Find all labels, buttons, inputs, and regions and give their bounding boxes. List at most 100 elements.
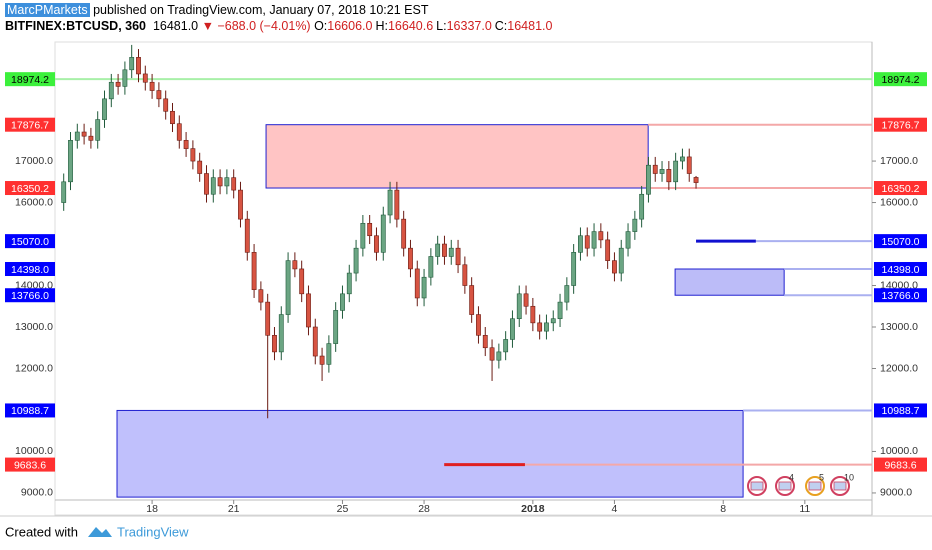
candle-body: [238, 189, 243, 220]
x-tick-label: 2018: [521, 503, 545, 515]
event-flag: [750, 481, 764, 491]
candle-body: [435, 243, 441, 257]
candle-body: [374, 235, 379, 253]
footer-brand[interactable]: TradingView: [117, 524, 189, 539]
level-label: 16350.2: [11, 183, 49, 195]
y-tick-label-left: 17000.0: [15, 155, 53, 167]
candle-body: [102, 98, 107, 120]
candle-body: [401, 218, 407, 249]
candle-body: [197, 160, 203, 174]
candle-body: [578, 235, 583, 253]
candle-body: [666, 169, 672, 183]
level-tag: [5, 181, 55, 196]
candle-body: [88, 135, 94, 141]
candle-body: [571, 252, 577, 286]
y-tick-label: 17000.0: [880, 155, 918, 167]
candle-body: [476, 314, 481, 336]
level-tag: [874, 262, 927, 277]
candle-body: [122, 69, 128, 87]
level-tag: [5, 234, 55, 249]
y-tick-label: 16000.0: [880, 196, 918, 208]
zone: [674, 268, 785, 296]
candle-body: [530, 305, 536, 324]
candle-body: [632, 218, 638, 232]
candle-body: [489, 347, 495, 361]
event-icon: 10: [830, 472, 854, 496]
candle-body: [183, 140, 189, 149]
candle-body: [367, 222, 373, 237]
level-label: 18974.2: [882, 74, 920, 86]
candle-body: [360, 222, 366, 249]
y-tick-label-left: 10000.0: [15, 445, 53, 457]
candle-body: [387, 189, 393, 216]
event-count: 4: [789, 472, 794, 482]
level-tag: [5, 457, 55, 472]
candle-body: [258, 289, 264, 303]
candle-body: [680, 156, 685, 162]
ohlc-value: 16640.6: [387, 19, 434, 33]
candle-body: [61, 181, 67, 203]
x-tick-label: 21: [228, 503, 240, 515]
candle-body: [353, 247, 359, 274]
ohlc-label: O:: [314, 19, 328, 33]
candle-body: [544, 322, 549, 332]
level-label: 14398.0: [882, 264, 920, 276]
candle-body: [652, 164, 658, 174]
candle-body: [496, 351, 502, 361]
candle-body: [68, 140, 73, 183]
candle-body: [550, 318, 556, 324]
published: published on TradingView.com, January 07…: [93, 3, 429, 17]
candle-body: [312, 326, 318, 357]
event-count: 5: [819, 472, 824, 482]
symbol-line: BITFINEX:BTCUSD, 360 16481.0 ▼ −688.0 (−…: [5, 19, 555, 33]
candle-body: [414, 268, 420, 299]
author[interactable]: MarcPMarkets: [5, 3, 90, 17]
publish-line: MarcPMarkets published on TradingView.co…: [5, 3, 428, 17]
candle-body: [448, 247, 454, 257]
candle-body: [156, 90, 162, 100]
y-tick-label-left: 13000.0: [15, 321, 53, 333]
candle-body: [421, 276, 427, 299]
candle-body: [516, 293, 522, 320]
level-tag: [874, 181, 927, 196]
candle-body: [251, 252, 257, 290]
candle-body: [74, 131, 80, 141]
y-tick-label-left: 12000.0: [15, 362, 53, 374]
candle-body: [95, 119, 101, 141]
candle-body: [108, 81, 114, 100]
ohlc-label: C:: [494, 19, 508, 33]
zone: [265, 124, 649, 189]
level-tag: [874, 288, 927, 303]
tv-logo: [88, 527, 112, 537]
candle-body: [176, 123, 182, 141]
candle-body: [224, 177, 230, 187]
event-icon: [747, 476, 767, 496]
candle-body: [646, 164, 651, 195]
symbol: BITFINEX:BTCUSD, 360: [5, 19, 146, 33]
candle-body: [210, 177, 216, 195]
candle-body: [265, 301, 271, 336]
candle-body: [292, 260, 298, 270]
level-label: 9683.6: [884, 459, 916, 471]
candle-body: [584, 235, 590, 249]
level-label: 16350.2: [882, 183, 920, 195]
candle-body: [482, 335, 488, 349]
level-label: 14398.0: [11, 264, 49, 276]
y-tick-label-left: 16000.0: [15, 196, 53, 208]
candle-body: [469, 285, 475, 315]
candle-body: [319, 355, 325, 365]
candle-body: [503, 339, 509, 353]
y-tick-label: 12000.0: [880, 362, 918, 374]
candle-body: [510, 318, 515, 340]
last: 16481.0: [152, 19, 199, 33]
candle-body: [394, 189, 400, 220]
candle-body: [346, 272, 352, 295]
candle-body: [564, 285, 570, 303]
level-label: 15070.0: [11, 236, 49, 248]
candle-body: [537, 322, 543, 332]
level-label: 17876.7: [11, 119, 49, 131]
level-tag: [5, 72, 55, 87]
candle-body: [557, 301, 563, 320]
